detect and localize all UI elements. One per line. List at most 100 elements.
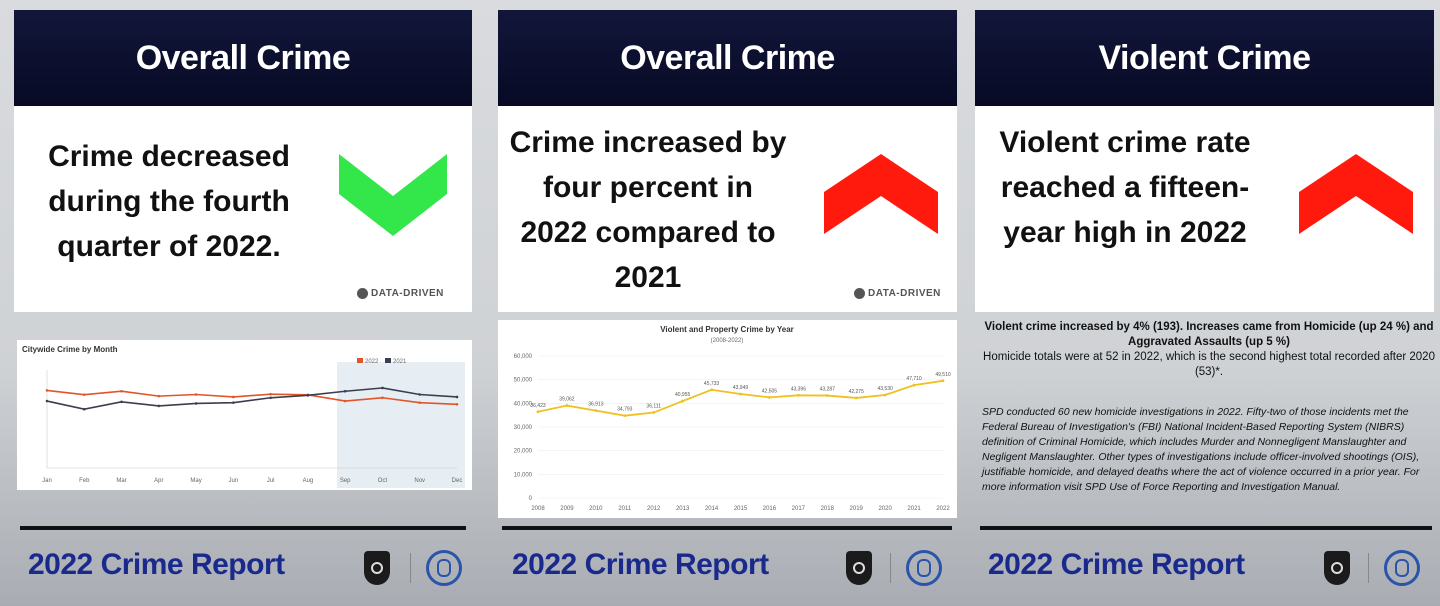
x-tick-label: Feb	[79, 478, 90, 484]
x-tick-label: 2018	[821, 506, 835, 512]
data-point-2021	[157, 404, 161, 408]
data-point-2021	[381, 386, 384, 390]
x-tick-label: Jan	[42, 478, 52, 484]
x-tick-label: Sep	[340, 478, 351, 484]
x-tick-label: 2008	[531, 506, 545, 512]
x-tick-label: 2016	[763, 506, 777, 512]
data-label: 47,710	[906, 376, 922, 382]
city-seal-icon	[906, 550, 942, 586]
x-tick-label: 2014	[705, 506, 719, 512]
data-label: 34,793	[617, 407, 633, 413]
series-line-2022	[46, 389, 458, 406]
x-tick-label: Nov	[414, 478, 425, 484]
data-point	[681, 399, 685, 403]
chart-title: Citywide Crime by Month	[22, 345, 118, 354]
footer-divider	[980, 526, 1432, 530]
data-point	[941, 379, 945, 383]
monthly-crime-chart: Citywide Crime by Month 2022 2021 Jan Feb M…	[17, 340, 472, 490]
footer-separator	[410, 553, 411, 583]
data-point-2021	[82, 407, 86, 411]
data-point	[912, 383, 916, 387]
headline-text: Crime decreased during the fourth quarte…	[48, 140, 290, 263]
homicide-investigation-text: SPD conducted 60 new homicide investigat…	[982, 406, 1420, 493]
x-tick-label: Jun	[229, 478, 239, 484]
data-label: 42,505	[762, 388, 778, 394]
y-tick-label: 0	[529, 496, 533, 502]
chevron-down-icon	[339, 154, 447, 236]
data-point-2021	[343, 389, 347, 393]
data-point	[883, 393, 887, 397]
data-label: 36,913	[588, 402, 604, 408]
data-point-2022	[269, 392, 272, 396]
card-overall-crime-annual: Overall Crime Crime increased by four pe…	[486, 0, 960, 606]
legend-swatch-2021	[385, 358, 391, 363]
y-tick-label: 60,000	[514, 354, 533, 360]
x-tick-label: Mar	[116, 478, 126, 484]
x-tick-label: 2022	[936, 506, 950, 512]
y-tick-label: 40,000	[514, 401, 533, 407]
headline-panel: Crime increased by four percent in 2022 …	[498, 106, 957, 312]
data-label: 40,955	[675, 392, 691, 398]
data-label: 42,275	[849, 389, 865, 395]
headline-panel: Crime decreased during the fourth quarte…	[14, 106, 472, 312]
data-point-2021	[232, 401, 235, 404]
data-point-2022	[418, 401, 422, 404]
x-tick-label: 2009	[560, 506, 574, 512]
data-driven-watermark: DATA-DRIVEN	[357, 288, 444, 299]
data-point	[594, 409, 598, 413]
x-tick-label: 2012	[647, 506, 661, 512]
x-tick-label: Apr	[154, 478, 163, 484]
y-tick-label: 50,000	[514, 378, 533, 384]
headline-panel: Violent crime rate reached a fifteen-yea…	[975, 106, 1434, 312]
data-point-2022	[232, 395, 235, 399]
x-tick-label: 2017	[792, 506, 806, 512]
legend-label-2021: 2021	[393, 359, 407, 365]
footer-separator	[890, 553, 891, 583]
x-tick-label: 2020	[878, 506, 892, 512]
data-label: 45,733	[704, 381, 720, 387]
data-point	[854, 396, 858, 400]
card-header: Overall Crime	[14, 10, 472, 106]
data-label: 39,062	[559, 397, 575, 403]
annual-crime-chart: Violent and Property Crime by Year (2008…	[498, 320, 957, 518]
y-tick-label: 20,000	[514, 449, 533, 455]
data-label: 36,111	[646, 404, 661, 410]
data-point-2021	[120, 400, 123, 404]
x-tick-label: May	[190, 478, 201, 484]
x-tick-label: Oct	[378, 478, 388, 484]
violent-crime-summary: Violent crime increased by 4% (193). Inc…	[980, 320, 1438, 380]
data-point	[825, 394, 829, 397]
chevron-up-icon	[1299, 154, 1413, 234]
data-point-2022	[381, 396, 384, 400]
data-label: 43,287	[820, 387, 836, 393]
headline-text: Violent crime rate reached a fifteen-yea…	[999, 126, 1251, 249]
data-driven-watermark: DATA-DRIVEN	[854, 288, 941, 299]
data-point	[739, 392, 742, 396]
data-point-2022	[120, 389, 123, 393]
data-point-2021	[45, 399, 49, 403]
data-label: 43,396	[791, 386, 807, 392]
data-point-2021	[194, 402, 198, 405]
data-point-2022	[343, 399, 347, 403]
card-overall-crime-q4: Overall Crime Crime decreased during the…	[0, 0, 486, 606]
data-label: 36,423	[530, 403, 546, 409]
card-header: Overall Crime	[498, 10, 957, 106]
data-label: 43,949	[733, 385, 749, 391]
police-badge-icon	[1324, 551, 1350, 585]
data-point	[768, 396, 771, 399]
data-point-2021	[306, 394, 310, 397]
data-point-2022	[82, 393, 86, 396]
series-line-2021	[46, 387, 458, 411]
footer-title: 2022 Crime Report	[988, 548, 1245, 581]
legend-label-2022: 2022	[365, 359, 379, 365]
y-tick-label: 30,000	[514, 425, 533, 431]
y-tick-label: 10,000	[514, 472, 533, 478]
city-seal-icon	[426, 550, 462, 586]
data-point-2022	[455, 403, 459, 406]
data-point	[710, 388, 713, 392]
data-point	[796, 393, 800, 397]
data-point-2022	[45, 389, 49, 392]
chart-legend: 2022 2021	[357, 358, 407, 365]
watermark-text: DATA-DRIVEN	[868, 288, 941, 299]
x-tick-label: 2021	[907, 506, 921, 512]
